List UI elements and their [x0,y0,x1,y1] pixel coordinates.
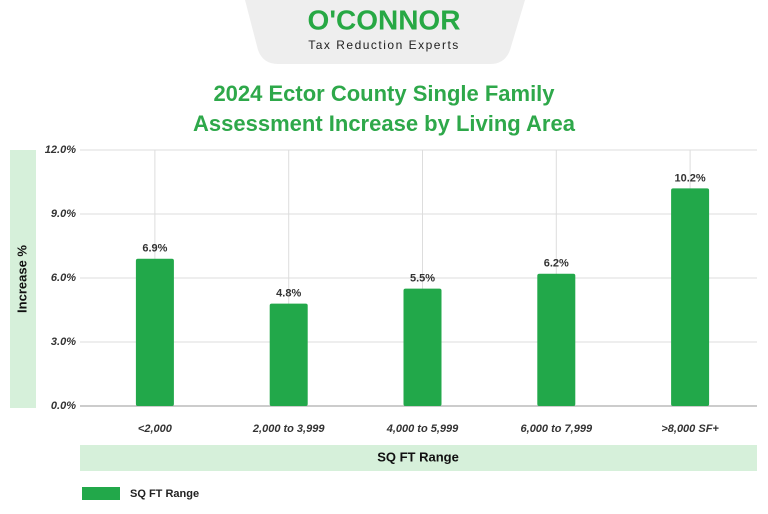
chart-subtitle: Assessment Increase by Living Area [193,111,576,136]
bar [269,303,308,406]
x-tick-label: >8,000 SF+ [661,423,719,435]
chart-title: 2024 Ector County Single Family [213,81,555,106]
y-tick-label: 0.0% [51,400,76,412]
y-axis-label: Increase % [14,245,29,313]
bar [537,273,576,406]
legend-swatch [82,487,120,500]
x-axis-label: SQ FT Range [377,449,459,464]
logo-tab [245,0,525,64]
x-label-band [80,445,757,471]
logo-tagline: Tax Reduction Experts [308,38,460,52]
y-tick-label: 9.0% [51,208,76,220]
value-label: 6.2% [544,258,569,270]
value-label: 10.2% [674,172,705,184]
value-label: 4.8% [276,288,301,300]
y-tick-label: 12.0% [45,144,76,156]
y-label-band [10,150,36,408]
x-tick-label: 4,000 to 5,999 [386,423,459,435]
bar [403,288,442,406]
logo-name: O'CONNOR [308,4,461,35]
x-tick-label: 6,000 to 7,999 [521,423,593,435]
bar [671,188,710,406]
value-label: 6.9% [142,243,167,255]
x-tick-label: 2,000 to 3,999 [252,423,325,435]
y-tick-label: 6.0% [51,272,76,284]
bar [135,258,174,406]
y-tick-label: 3.0% [51,336,76,348]
x-tick-label: <2,000 [138,423,173,435]
value-label: 5.5% [410,273,435,285]
legend-label: SQ FT Range [130,488,199,500]
